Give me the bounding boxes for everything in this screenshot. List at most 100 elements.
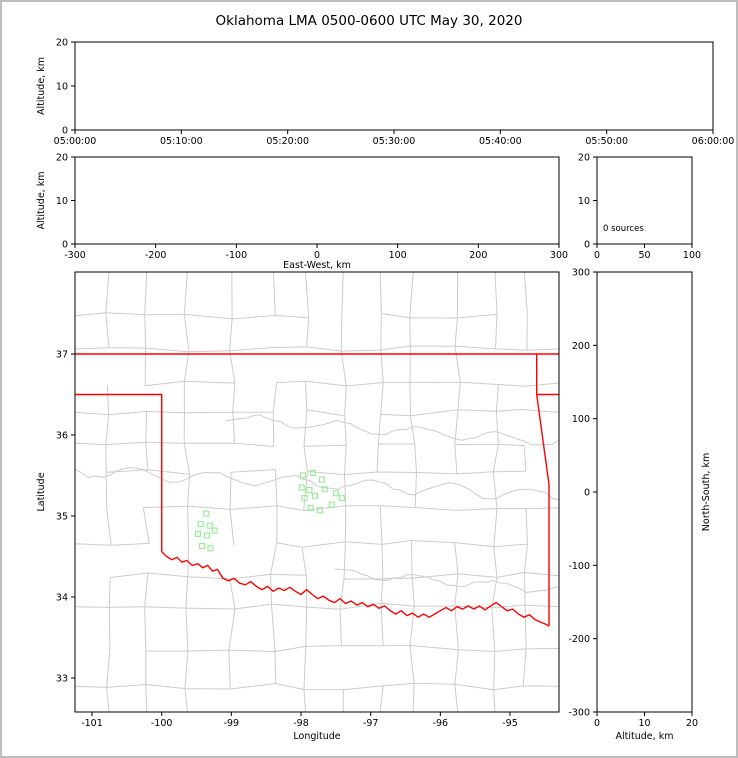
north-south-height-panel-xlabel: Altitude, km (616, 731, 674, 742)
svg-text:-200: -200 (568, 634, 590, 645)
svg-text:-96: -96 (433, 718, 449, 729)
svg-text:-98: -98 (293, 718, 309, 729)
north-south-height-panel-axes: 0 10 20 -300 -200 -100 0 100 200 300 (568, 268, 698, 730)
svg-text:20: 20 (56, 153, 68, 164)
lma-source-marker (298, 484, 305, 491)
river-lines (75, 414, 559, 593)
svg-text:100: 100 (389, 250, 407, 261)
red-river-border (161, 551, 550, 627)
lma-source-marker (309, 469, 316, 477)
lma-source-marker (206, 522, 213, 529)
svg-text:05:00:00: 05:00:00 (54, 136, 97, 147)
state-border-line (536, 354, 550, 627)
svg-text:-95: -95 (502, 718, 518, 729)
lma-source-marker (332, 490, 339, 497)
state-border-line (75, 393, 163, 552)
lma-source-marker (301, 495, 308, 502)
svg-text:05:20:00: 05:20:00 (266, 136, 309, 147)
east-west-height-panel-xlabel: East-West, km (283, 260, 351, 271)
svg-text:-99: -99 (224, 718, 240, 729)
north-south-height-panel: 0 10 20 -300 -200 -100 0 100 200 300 Altitude, km N… (568, 268, 712, 743)
svg-text:05:40:00: 05:40:00 (479, 136, 522, 147)
svg-text:-200: -200 (145, 250, 167, 261)
svg-text:50: 50 (638, 250, 650, 261)
plan-view-map-panel: -101 -100 -99 -98 -97 -96 -95 33 34 35 36 37 Longitu… (36, 271, 560, 742)
svg-text:-300: -300 (568, 708, 590, 719)
lma-source-marker (199, 542, 206, 549)
lma-source-marker (197, 521, 204, 528)
svg-text:33: 33 (56, 673, 68, 684)
north-south-height-panel-ylabel: North-South, km (701, 453, 712, 531)
lma-source-marker (328, 501, 335, 508)
svg-text:-100: -100 (226, 250, 248, 261)
county-lines (75, 272, 559, 712)
svg-text:20: 20 (578, 153, 590, 164)
lma-source-marker (339, 495, 346, 502)
altitude-histogram-panel-axes: 0 50 100 0 10 20 (578, 153, 701, 262)
lma-sources (194, 469, 346, 552)
svg-text:34: 34 (56, 592, 68, 603)
svg-text:100: 100 (683, 250, 701, 261)
svg-text:0: 0 (62, 126, 68, 137)
time-height-panel-axes: 05:00:00 05:10:00 05:20:00 05:30:00 05:40:00… (54, 38, 735, 148)
svg-text:10: 10 (638, 718, 650, 729)
svg-text:0: 0 (584, 240, 590, 251)
svg-text:20: 20 (686, 718, 698, 729)
svg-text:05:30:00: 05:30:00 (373, 136, 416, 147)
plan-view-map-panel-ylabel: Latitude (36, 472, 47, 511)
lma-source-marker (211, 527, 218, 534)
time-height-panel-ylabel: Altitude, km (36, 57, 47, 115)
svg-text:06:00:00: 06:00:00 (692, 136, 735, 147)
lma-source-marker (203, 510, 210, 517)
svg-text:-300: -300 (64, 250, 86, 261)
east-west-height-panel-axes: -300 -200 -100 0 100 200 300 0 10 20 (56, 153, 568, 262)
svg-text:10: 10 (578, 196, 590, 207)
east-west-height-panel-frame (74, 156, 560, 245)
lma-source-marker (203, 532, 211, 539)
svg-text:05:10:00: 05:10:00 (160, 136, 203, 147)
svg-text:-97: -97 (363, 718, 379, 729)
plan-view-map-panel-frame (74, 271, 560, 713)
lma-source-marker (311, 492, 318, 499)
svg-text:200: 200 (469, 250, 487, 261)
svg-text:0: 0 (62, 240, 68, 251)
svg-text:35: 35 (56, 511, 68, 522)
lma-source-marker (321, 486, 328, 493)
east-west-height-panel-ylabel: Altitude, km (36, 172, 47, 230)
svg-text:-100: -100 (568, 561, 590, 572)
time-height-panel: 05:00:00 05:10:00 05:20:00 05:30:00 05:40:00… (36, 38, 734, 148)
svg-text:200: 200 (572, 341, 590, 352)
svg-text:0: 0 (314, 250, 320, 261)
svg-text:300: 300 (550, 250, 568, 261)
plan-view-map-panel-axes: -101 -100 -99 -98 -97 -96 -95 33 34 35 36 37 (56, 349, 518, 729)
svg-text:0: 0 (594, 250, 600, 261)
svg-text:0: 0 (594, 718, 600, 729)
lma-source-marker (306, 487, 313, 494)
svg-text:37: 37 (56, 349, 68, 360)
sources-count-annotation: 0 sources (603, 224, 644, 234)
svg-text:10: 10 (56, 82, 68, 93)
plan-view-map-panel-xlabel: Longitude (293, 731, 340, 742)
lma-source-marker (307, 504, 314, 511)
time-height-panel-frame (74, 41, 714, 131)
svg-text:300: 300 (572, 268, 590, 279)
east-west-height-panel: -300 -200 -100 0 100 200 300 0 10 20 East-West, km… (36, 153, 568, 272)
figure-title: Oklahoma LMA 0500-0600 UTC May 30, 2020 (215, 13, 523, 29)
altitude-histogram-panel: 0 50 100 0 10 20 0 sources (578, 153, 701, 262)
svg-text:05:50:00: 05:50:00 (585, 136, 628, 147)
svg-text:-101: -101 (81, 718, 103, 729)
svg-text:20: 20 (56, 38, 68, 49)
svg-text:100: 100 (572, 414, 590, 425)
lma-source-marker (194, 530, 201, 537)
svg-text:10: 10 (56, 196, 68, 207)
svg-text:36: 36 (56, 430, 68, 441)
lma-source-marker (316, 507, 323, 514)
lma-source-marker (318, 476, 325, 483)
north-south-height-panel-frame (596, 271, 693, 713)
plan-view-basemap (75, 272, 559, 712)
lma-source-marker (207, 545, 214, 552)
svg-text:0: 0 (584, 488, 590, 499)
svg-text:-100: -100 (151, 718, 173, 729)
